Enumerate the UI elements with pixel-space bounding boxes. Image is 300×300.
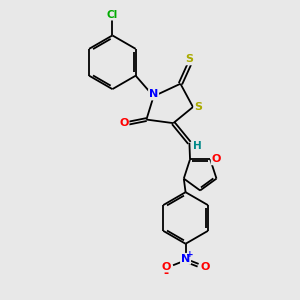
Text: O: O	[212, 154, 221, 164]
Text: +: +	[186, 250, 194, 259]
Text: O: O	[201, 262, 210, 272]
Text: S: S	[194, 102, 202, 112]
Text: N: N	[149, 89, 158, 100]
Text: H: H	[193, 141, 202, 152]
Text: -: -	[163, 267, 168, 280]
Text: O: O	[161, 262, 171, 272]
Text: O: O	[119, 118, 128, 128]
Text: S: S	[185, 54, 194, 64]
Text: Cl: Cl	[107, 10, 118, 20]
Text: N: N	[181, 254, 190, 264]
